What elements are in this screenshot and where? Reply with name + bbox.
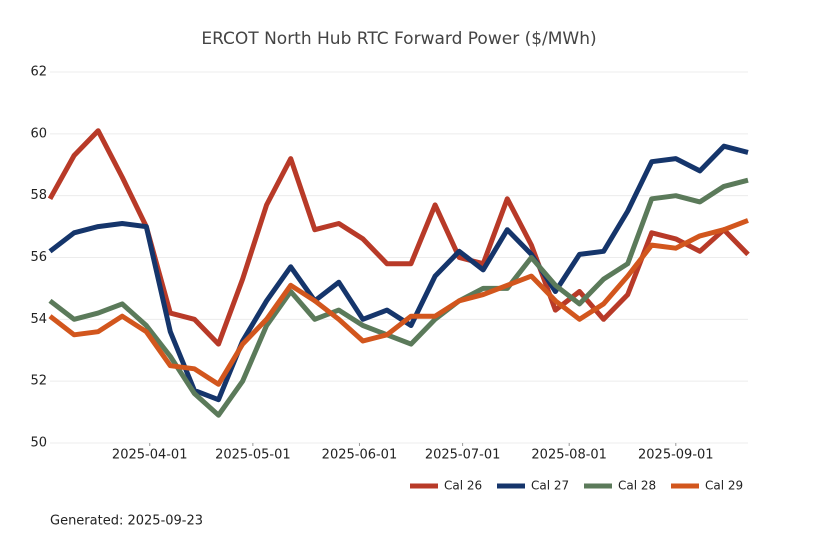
x-tick-label: 2025-08-01 <box>531 448 607 463</box>
x-tick-label: 2025-09-01 <box>638 448 714 463</box>
x-tick-label: 2025-04-01 <box>112 448 188 463</box>
y-tick-label: 56 <box>30 250 47 265</box>
y-tick-label: 60 <box>30 126 47 141</box>
legend-label: Cal 28 <box>618 479 656 493</box>
series-line <box>48 143 749 403</box>
x-tick-label: 2025-07-01 <box>425 448 501 463</box>
y-tick-label: 58 <box>30 188 47 203</box>
y-tick-label: 52 <box>30 374 47 389</box>
y-tick-label: 50 <box>30 436 47 451</box>
y-tick-label: 62 <box>30 65 47 80</box>
series-line <box>48 218 749 387</box>
legend-label: Cal 27 <box>531 479 569 493</box>
legend-label: Cal 26 <box>444 479 482 493</box>
series-line <box>47 128 750 347</box>
legend-label: Cal 29 <box>705 479 743 493</box>
series-line <box>48 177 749 418</box>
x-tick-label: 2025-06-01 <box>322 448 398 463</box>
footnote: Generated: 2025-09-23 <box>50 514 203 529</box>
chart-title: ERCOT North Hub RTC Forward Power ($/MWh… <box>201 29 596 49</box>
y-tick-label: 54 <box>30 312 47 327</box>
x-tick-label: 2025-05-01 <box>215 448 291 463</box>
